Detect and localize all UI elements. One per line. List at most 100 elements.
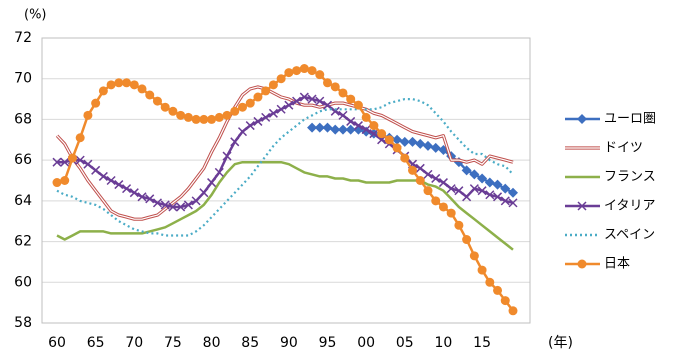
legend-item: イタリア [565, 199, 655, 214]
legend-label: ユーロ圏 [604, 112, 656, 127]
marker [330, 124, 341, 135]
marker [485, 277, 495, 287]
x-tick-label: 05 [396, 335, 414, 351]
marker [353, 100, 363, 110]
marker [461, 165, 472, 176]
marker [276, 74, 286, 84]
marker [415, 176, 425, 185]
marker [137, 192, 147, 202]
marker [261, 112, 271, 122]
marker [191, 114, 201, 124]
marker [230, 137, 240, 147]
marker [508, 306, 518, 316]
marker [91, 98, 101, 108]
series [56, 160, 514, 251]
marker [493, 285, 503, 295]
marker [245, 98, 255, 108]
marker [322, 122, 333, 133]
marker [430, 142, 441, 153]
marker [137, 84, 147, 94]
line [56, 160, 514, 251]
marker [253, 92, 263, 102]
marker [176, 202, 186, 212]
marker [415, 138, 426, 149]
marker [207, 178, 217, 188]
marker [129, 80, 139, 90]
y-tick-label: 70 [14, 71, 32, 87]
x-tick-label: 10 [435, 335, 453, 351]
marker [477, 265, 487, 275]
legend-label: スペイン [604, 228, 655, 243]
marker [500, 196, 510, 206]
marker [422, 140, 433, 151]
marker [237, 102, 247, 112]
y-tick-label: 60 [14, 274, 32, 290]
x-tick-label: 80 [203, 335, 221, 351]
legend-item: スペイン [565, 228, 655, 243]
marker [168, 106, 178, 116]
legend-marker [577, 114, 587, 124]
marker [106, 175, 116, 186]
x-tick-label: 75 [164, 335, 182, 351]
series [55, 85, 514, 221]
marker [323, 78, 333, 88]
marker [314, 122, 325, 133]
marker [60, 157, 70, 167]
marker [284, 100, 294, 110]
marker [114, 180, 124, 190]
y-tick-label: 64 [14, 193, 32, 209]
marker [75, 133, 85, 143]
marker [493, 192, 503, 202]
marker [276, 104, 286, 114]
legend-label: フランス [604, 170, 656, 185]
marker [446, 208, 456, 218]
marker [160, 200, 170, 210]
marker [176, 110, 186, 120]
marker [353, 124, 364, 135]
legend-label: ドイツ [604, 141, 643, 156]
marker [98, 171, 108, 181]
marker [183, 112, 193, 122]
marker [307, 94, 317, 104]
marker [485, 190, 495, 200]
marker [431, 196, 441, 206]
marker [337, 124, 348, 135]
legend-marker [577, 201, 587, 211]
marker [484, 177, 495, 188]
marker [222, 151, 232, 161]
marker [52, 178, 62, 188]
marker [292, 66, 302, 76]
marker [98, 86, 108, 96]
marker [268, 108, 278, 118]
marker [423, 186, 433, 196]
legend-marker [577, 259, 587, 269]
marker [492, 179, 503, 190]
marker [500, 183, 511, 194]
marker [245, 121, 255, 131]
marker [145, 90, 155, 100]
marker [284, 68, 294, 78]
legend-label: 日本 [604, 257, 630, 272]
marker [214, 167, 224, 177]
marker [322, 100, 333, 110]
marker [268, 80, 278, 90]
y-tick-label: 62 [14, 234, 32, 250]
marker [431, 173, 441, 183]
marker [114, 78, 124, 88]
marker [199, 188, 209, 198]
marker [477, 186, 487, 196]
marker [145, 194, 155, 204]
marker [377, 129, 387, 139]
legend-item: 日本 [565, 257, 630, 272]
legend-item: ドイツ [565, 141, 643, 156]
marker [222, 110, 232, 120]
y-tick-label: 58 [14, 315, 32, 331]
marker [315, 70, 325, 80]
marker [500, 296, 510, 306]
marker [438, 178, 448, 188]
line-inner [56, 86, 514, 220]
marker [60, 176, 70, 185]
legend-item: フランス [565, 170, 656, 185]
marker [454, 220, 464, 230]
